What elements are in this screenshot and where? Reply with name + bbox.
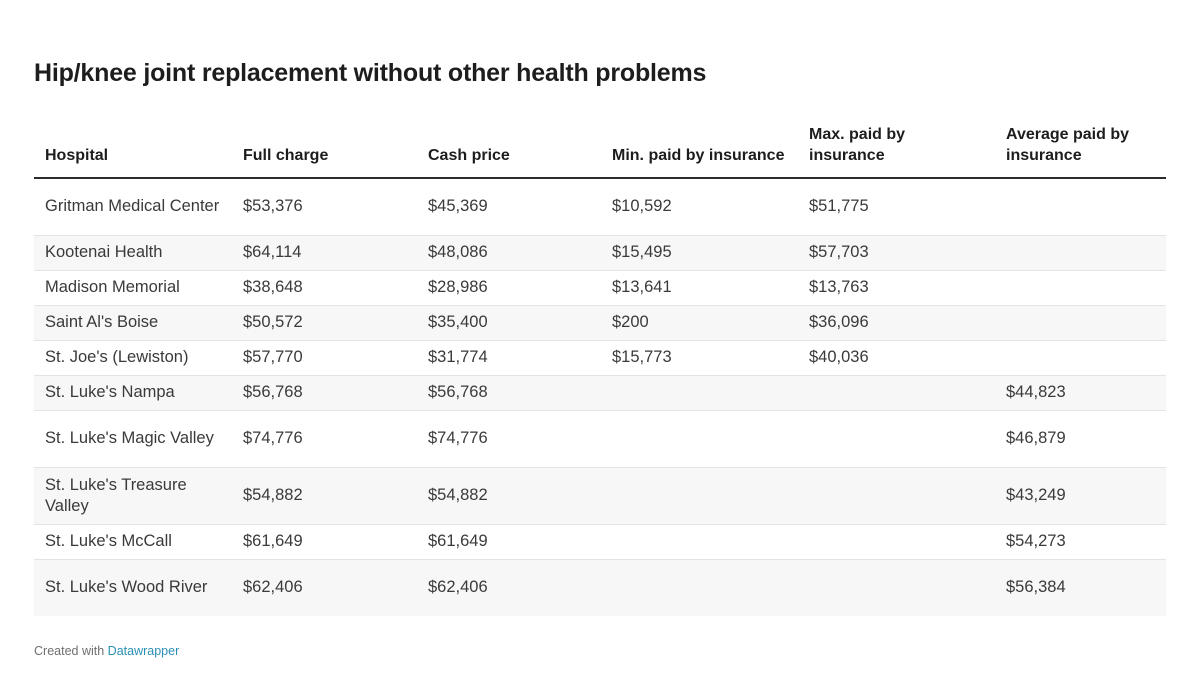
hospital-cell: St. Luke's Treasure Valley [34,467,232,525]
column-header-average-paid[interactable]: Average paid by insurance [995,116,1166,179]
hospital-cell: St. Luke's Wood River [34,559,232,616]
average-paid-cell [995,340,1166,376]
average-paid-cell [995,305,1166,341]
max-paid-cell: $36,096 [798,305,995,341]
cash-price-cell: $31,774 [417,340,601,376]
table-row: St. Joe's (Lewiston) $57,770 $31,774 $15,77… [34,340,1166,376]
full-charge-cell: $62,406 [232,559,417,616]
cash-price-cell: $48,086 [417,235,601,271]
table-row: St. Luke's McCall $61,649 $61,649 $54,273 [34,524,1166,560]
cash-price-cell: $45,369 [417,178,601,236]
hospital-cell: Saint Al's Boise [34,305,232,341]
max-paid-cell [798,467,995,525]
min-paid-cell [601,559,798,616]
datawrapper-link[interactable]: Datawrapper [107,644,180,658]
price-table: Hospital Full charge Cash price Min. pai… [34,116,1166,616]
table-row: St. Luke's Magic Valley $74,776 $74,776 $46… [34,410,1166,468]
table-row: Gritman Medical Center $53,376 $45,369 $10,… [34,178,1166,236]
average-paid-cell: $56,384 [995,559,1166,616]
average-paid-cell: $44,823 [995,375,1166,411]
average-paid-cell [995,178,1166,236]
chart-title: Hip/knee joint replacement without other… [34,59,707,87]
max-paid-cell [798,410,995,468]
max-paid-cell: $51,775 [798,178,995,236]
max-paid-cell: $57,703 [798,235,995,271]
cash-price-cell: $35,400 [417,305,601,341]
cash-price-cell: $61,649 [417,524,601,560]
table-row: Saint Al's Boise $50,572 $35,400 $200 $36,09… [34,305,1166,341]
hospital-cell: St. Joe's (Lewiston) [34,340,232,376]
cash-price-cell: $56,768 [417,375,601,411]
column-header-min-paid[interactable]: Min. paid by insurance [601,116,798,179]
column-header-cash-price[interactable]: Cash price [417,116,601,179]
cash-price-cell: $54,882 [417,467,601,525]
table-row: St. Luke's Nampa $56,768 $56,768 $44,823 [34,375,1166,411]
full-charge-cell: $54,882 [232,467,417,525]
min-paid-cell: $200 [601,305,798,341]
average-paid-cell: $54,273 [995,524,1166,560]
full-charge-cell: $50,572 [232,305,417,341]
min-paid-cell: $15,495 [601,235,798,271]
attribution: Created with Datawrapper [34,644,179,658]
max-paid-cell [798,375,995,411]
column-header-full-charge[interactable]: Full charge [232,116,417,179]
average-paid-cell [995,270,1166,306]
hospital-cell: Gritman Medical Center [34,178,232,236]
attribution-prefix: Created with [34,644,105,658]
full-charge-cell: $61,649 [232,524,417,560]
table-row: Kootenai Health $64,114 $48,086 $15,495 $57,… [34,235,1166,271]
min-paid-cell [601,410,798,468]
max-paid-cell [798,524,995,560]
full-charge-cell: $53,376 [232,178,417,236]
full-charge-cell: $64,114 [232,235,417,271]
max-paid-cell: $40,036 [798,340,995,376]
hospital-cell: St. Luke's McCall [34,524,232,560]
table-row: St. Luke's Wood River $62,406 $62,406 $56,3… [34,559,1166,616]
column-header-max-paid[interactable]: Max. paid by insurance [798,116,995,179]
min-paid-cell: $15,773 [601,340,798,376]
cash-price-cell: $62,406 [417,559,601,616]
max-paid-cell [798,559,995,616]
min-paid-cell: $10,592 [601,178,798,236]
min-paid-cell [601,524,798,560]
full-charge-cell: $56,768 [232,375,417,411]
cash-price-cell: $74,776 [417,410,601,468]
full-charge-cell: $38,648 [232,270,417,306]
table-row: St. Luke's Treasure Valley $54,882 $54,882… [34,467,1166,525]
min-paid-cell: $13,641 [601,270,798,306]
hospital-cell: Madison Memorial [34,270,232,306]
cash-price-cell: $28,986 [417,270,601,306]
hospital-cell: Kootenai Health [34,235,232,271]
average-paid-cell: $43,249 [995,467,1166,525]
table-body: Gritman Medical Center $53,376 $45,369 $10,… [34,178,1166,616]
average-paid-cell: $46,879 [995,410,1166,468]
hospital-cell: St. Luke's Magic Valley [34,410,232,468]
max-paid-cell: $13,763 [798,270,995,306]
hospital-cell: St. Luke's Nampa [34,375,232,411]
chart-container: Hip/knee joint replacement without other… [34,54,1166,616]
min-paid-cell [601,375,798,411]
table-header-row: Hospital Full charge Cash price Min. pai… [34,116,1166,179]
column-header-hospital[interactable]: Hospital [34,116,232,179]
full-charge-cell: $57,770 [232,340,417,376]
min-paid-cell [601,467,798,525]
full-charge-cell: $74,776 [232,410,417,468]
table-row: Madison Memorial $38,648 $28,986 $13,641 $13… [34,270,1166,306]
average-paid-cell [995,235,1166,271]
